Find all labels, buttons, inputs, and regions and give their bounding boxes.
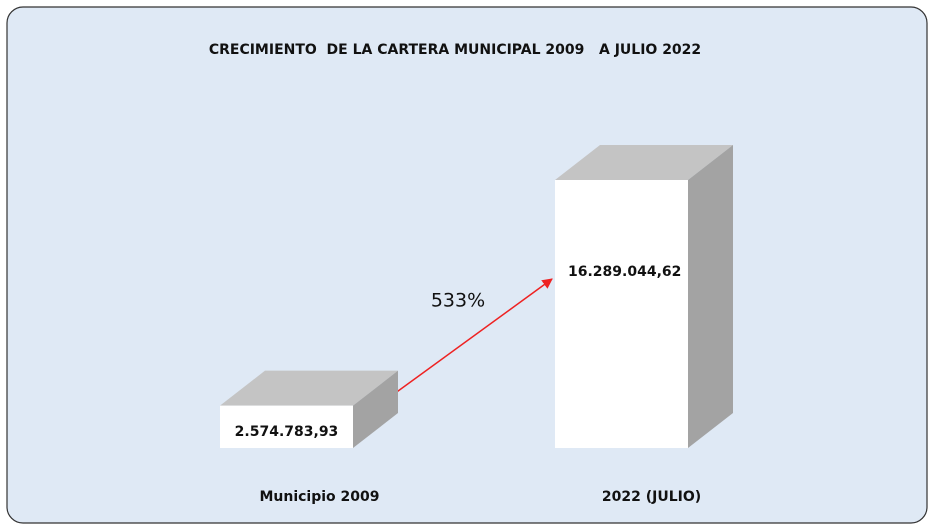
bar-top [555, 145, 733, 180]
annotation: 533% [431, 290, 485, 312]
chart-panel [6, 6, 928, 524]
bar-top [220, 370, 398, 406]
bar [555, 180, 688, 448]
chart-title: CRECIMIENTO DE LA CARTERA MUNICIPAL 2009… [209, 42, 701, 58]
growth-arrow [371, 278, 553, 411]
value-label: 16.289.044,62 [568, 264, 681, 280]
x-tick-label: Municipio 2009 [259, 489, 379, 505]
bar [220, 405, 353, 448]
bar-side [353, 370, 398, 448]
x-tick-label: 2022 (JULIO) [602, 489, 701, 505]
value-label: 2.574.783,93 [235, 424, 339, 440]
bar-side [688, 145, 733, 448]
